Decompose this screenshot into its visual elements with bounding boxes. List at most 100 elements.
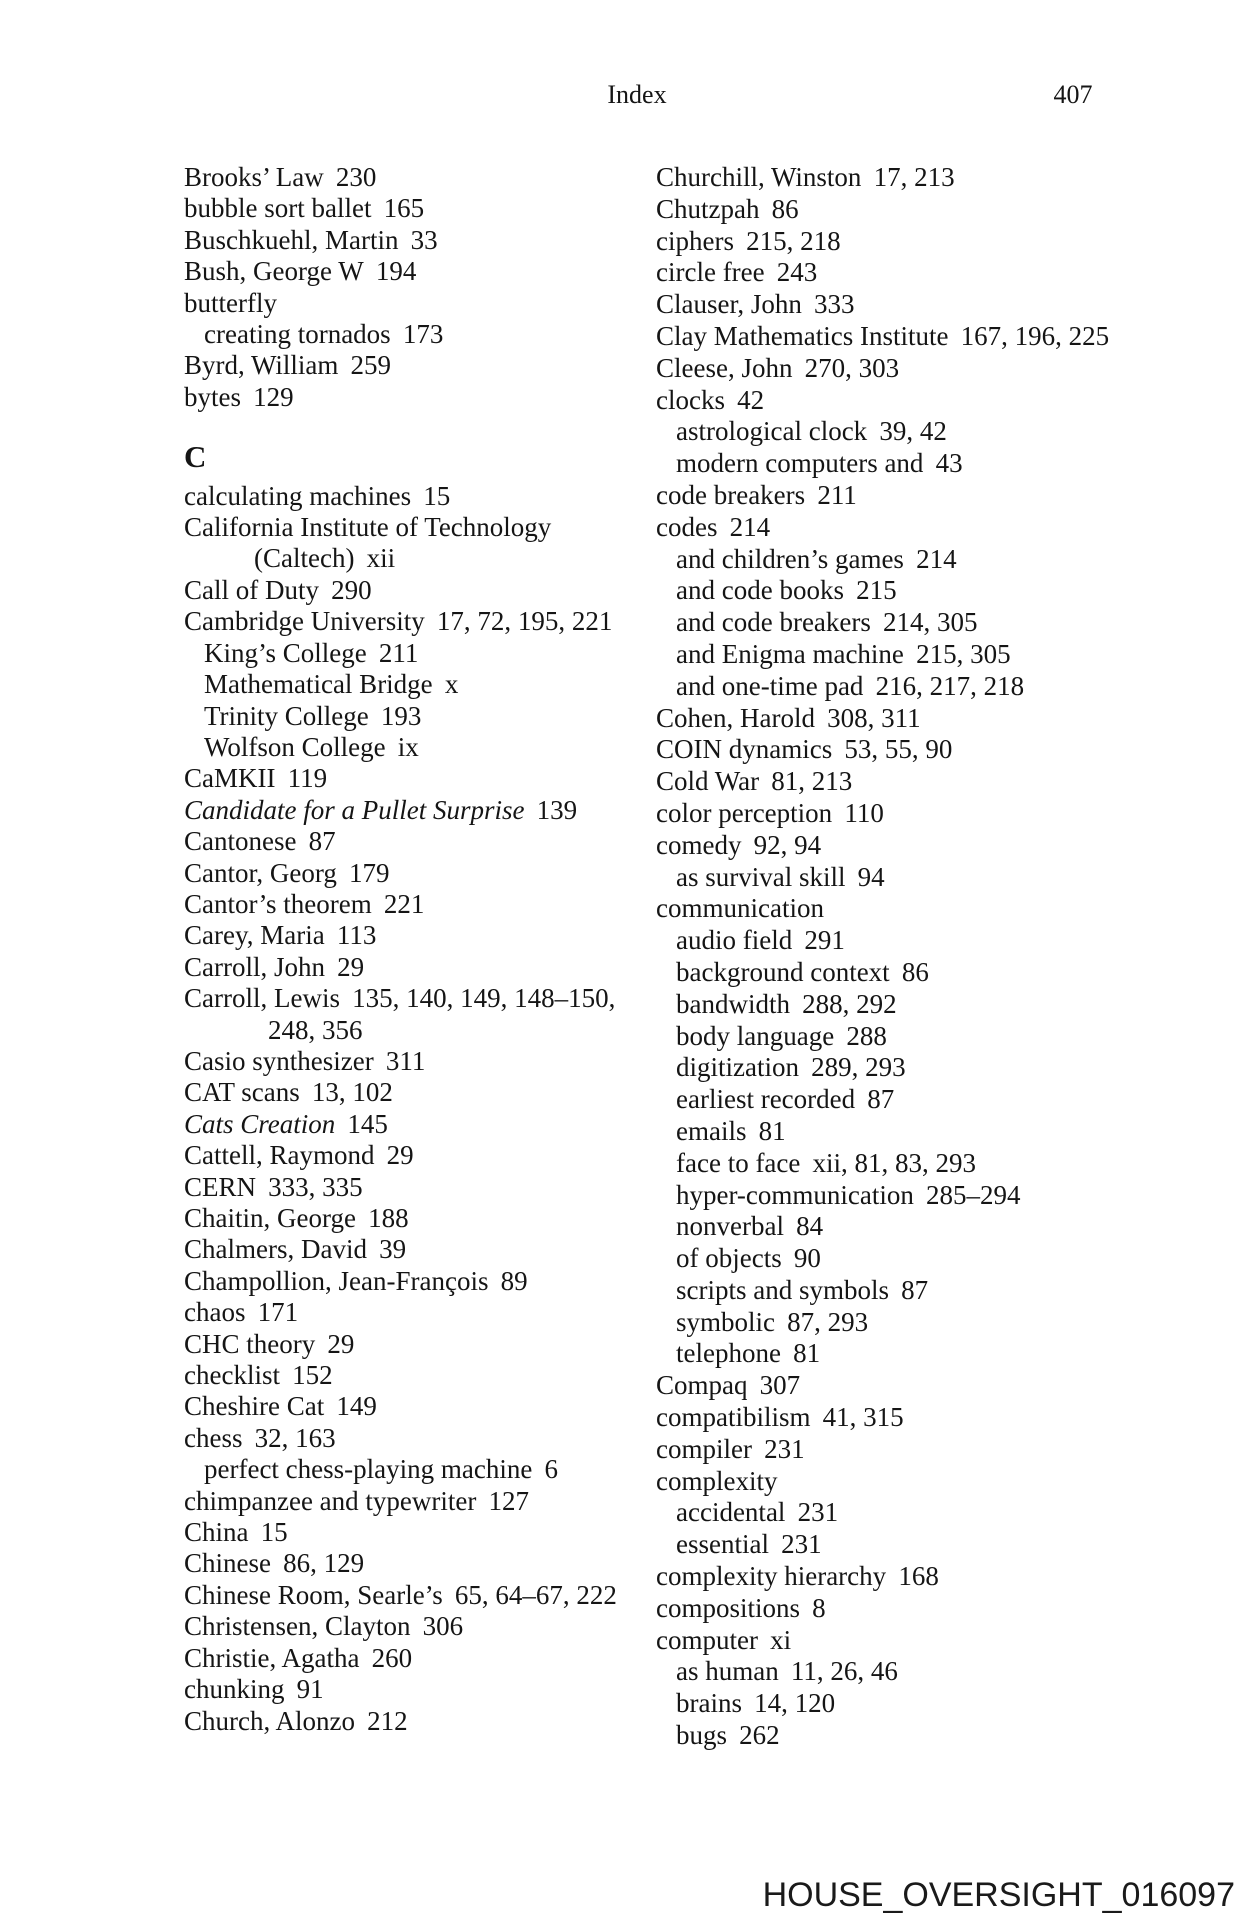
entry-text: bubble sort ballet [184,193,372,224]
entry-text: Cats Creation [184,1108,336,1139]
entry-refs: 113 [336,920,377,951]
entry-text: chimpanzee and typewriter [184,1485,477,1516]
entry-refs: 259 [350,350,392,381]
index-entry: as survival skill 94 [656,862,1109,894]
index-entry: Carroll, John 29 [184,952,617,983]
entry-text: hyper-communication [676,1179,914,1210]
entry-refs: xii, 81, 83, 293 [812,1147,977,1178]
index-entry: nonverbal 84 [656,1211,1109,1243]
index-entry: China 15 [184,1517,617,1548]
entry-text: CAT scans [184,1077,300,1108]
entry-refs: 260 [371,1642,413,1673]
entry-text: and code breakers [676,607,871,638]
entry-refs: 11, 26, 46 [790,1656,898,1687]
entry-text: California Institute of Technology [184,512,552,543]
entry-refs: 91 [296,1674,324,1705]
entry-refs: 110 [844,797,884,828]
entry-refs: 152 [292,1360,333,1391]
entry-text: earliest recorded [676,1084,856,1115]
index-entry: of objects 90 [656,1243,1109,1275]
index-entry: audio field 291 [656,925,1109,957]
index-entry: creating tornados 173 [184,319,617,350]
index-entry: Mathematical Bridge x [184,669,617,700]
entry-text: Carroll, Lewis [184,983,340,1014]
index-entry: scripts and symbols 87 [656,1275,1109,1307]
index-entry: Chalmers, David 39 [184,1234,617,1265]
entry-text: Casio synthesizer [184,1045,374,1076]
index-entry: Candidate for a Pullet Surprise 139 [184,795,617,826]
entry-text: Cantor, Georg [184,857,337,888]
entry-text: bugs [676,1720,728,1751]
index-entry: Champollion, Jean-François 89 [184,1266,617,1297]
index-entry: clocks 42 [656,385,1109,417]
entry-refs: 243 [776,257,818,288]
entry-refs: 311 [385,1045,426,1076]
entry-refs: 308, 311 [827,702,921,733]
entry-text: Mathematical Bridge [204,669,433,700]
entry-refs: 193 [380,700,422,731]
index-entry: Cantonese 87 [184,826,617,857]
index-entry: Carroll, Lewis 135, 140, 149, 148–150, [184,983,617,1014]
entry-refs: 214 [729,511,771,542]
index-entry: compiler 231 [656,1434,1109,1466]
index-entry: (Caltech) xii [184,543,617,574]
index-entry: codes 214 [656,512,1109,544]
index-entry: COIN dynamics 53, 55, 90 [656,734,1109,766]
entry-text: as human [676,1656,779,1687]
entry-refs: 145 [347,1108,388,1139]
entry-text: comedy [656,829,742,860]
index-entry: Bush, George W 194 [184,256,617,287]
entry-refs: 81, 213 [771,766,853,797]
entry-text: Candidate for a Pullet Surprise [184,794,525,825]
entry-refs: 86 [771,193,799,224]
entry-text: communication [656,893,824,924]
entry-text: Cattell, Raymond [184,1140,375,1171]
index-entry: compatibilism 41, 315 [656,1402,1109,1434]
entry-refs: 41, 315 [822,1402,904,1433]
index-entry: Clay Mathematics Institute 167, 196, 225 [656,321,1109,353]
index-entry: Chinese Room, Searle’s 65, 64–67, 222 [184,1580,617,1611]
entry-refs: ix [397,731,419,762]
index-entry: Cattell, Raymond 29 [184,1140,617,1171]
index-entry: as human 11, 26, 46 [656,1656,1109,1688]
index-entry: Compaq 307 [656,1370,1109,1402]
entry-text: Cambridge University [184,606,425,637]
entry-text: C [184,439,207,475]
index-entry: Churchill, Winston 17, 213 [656,162,1109,194]
page-number: 407 [1053,80,1093,109]
entry-refs: 6 [544,1454,559,1485]
entry-text: Clauser, John [656,289,802,320]
index-entry: bandwidth 288, 292 [656,989,1109,1021]
entry-text: butterfly [184,287,277,318]
entry-text: Christensen, Clayton [184,1611,411,1642]
index-entry: Carey, Maria 113 [184,920,617,951]
entry-text: China [184,1517,249,1548]
entry-text: accidental [676,1497,786,1528]
entry-text: nonverbal [676,1211,784,1242]
index-entry: CAT scans 13, 102 [184,1077,617,1108]
entry-refs: 65, 64–67, 222 [454,1579,617,1610]
index-entry: code breakers 211 [656,480,1109,512]
index-entry: emails 81 [656,1116,1109,1148]
entry-refs: 215, 305 [916,638,1011,669]
entry-text: chess [184,1422,243,1453]
entry-text: scripts and symbols [676,1274,889,1305]
index-entry: essential 231 [656,1529,1109,1561]
entry-text: Churchill, Winston [656,162,862,192]
entry-text: Chaitin, George [184,1203,356,1233]
entry-text: Cohen, Harold [656,702,815,733]
entry-refs: 127 [488,1485,530,1516]
entry-refs: 211 [378,637,419,668]
entry-text: Carey, Maria [184,920,325,951]
entry-text: perfect chess-playing machine [204,1454,533,1485]
watermark-text: HOUSE_OVERSIGHT_016097 [762,1876,1235,1914]
entry-refs: 214, 305 [883,607,978,638]
entry-refs: 92, 94 [753,829,822,860]
entry-refs: 29 [337,951,365,982]
entry-refs: 43 [935,448,963,479]
entry-text: (Caltech) [254,543,355,574]
index-entry: CaMKII 119 [184,763,617,794]
entry-refs: 87 [867,1084,895,1115]
entry-text: clocks [656,384,725,415]
entry-text: astrological clock [676,416,868,447]
